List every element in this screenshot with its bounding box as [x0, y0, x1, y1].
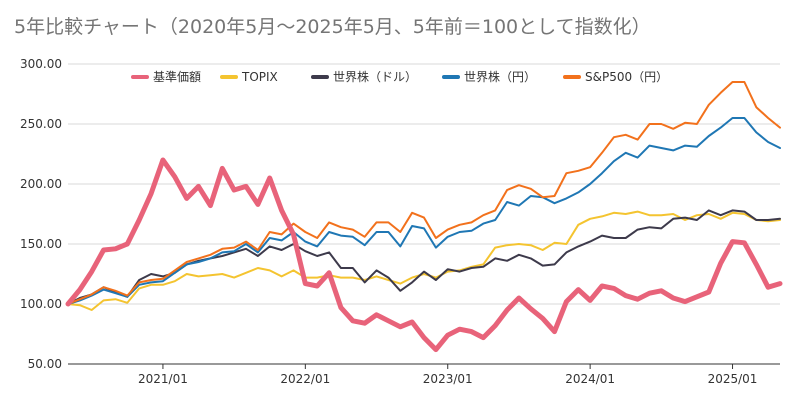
series-line [67, 210, 781, 311]
series-line [67, 117, 781, 305]
x-tick-label: 2024/01 [565, 372, 615, 386]
chart-title: 5年比較チャート（2020年5月〜2025年5月、5年前＝100として指数化） [14, 16, 651, 38]
legend-label: S&P500（円） [585, 70, 668, 84]
y-tick-label: 250.00 [20, 117, 62, 131]
series-lines [65, 81, 783, 353]
x-tick-label: 2021/01 [138, 372, 188, 386]
legend: 基準価額 TOPIX 世界株（ドル） 世界株（円） S&P500（円） [131, 69, 668, 84]
y-tick-label: 150.00 [20, 237, 62, 251]
x-axis-ticks: 2021/01 2022/01 2023/01 2024/01 2025/01 [138, 364, 757, 386]
y-axis-ticks: 300.00 250.00 200.00 150.00 100.00 50.00 [20, 57, 62, 371]
y-tick-label: 300.00 [20, 57, 62, 71]
series-line [67, 209, 781, 305]
gridlines [68, 63, 780, 365]
legend-label: 基準価額 [153, 69, 201, 84]
y-tick-label: 200.00 [20, 177, 62, 191]
x-tick-label: 2025/01 [708, 372, 758, 386]
legend-label: 世界株（円） [464, 69, 536, 84]
x-tick-label: 2022/01 [280, 372, 330, 386]
y-tick-label: 50.00 [28, 357, 62, 371]
y-tick-label: 100.00 [20, 297, 62, 311]
series-line [67, 81, 781, 305]
legend-label: TOPIX [241, 70, 278, 84]
legend-label: 世界株（ドル） [333, 69, 417, 84]
series-line [65, 157, 783, 353]
x-tick-label: 2023/01 [423, 372, 473, 386]
